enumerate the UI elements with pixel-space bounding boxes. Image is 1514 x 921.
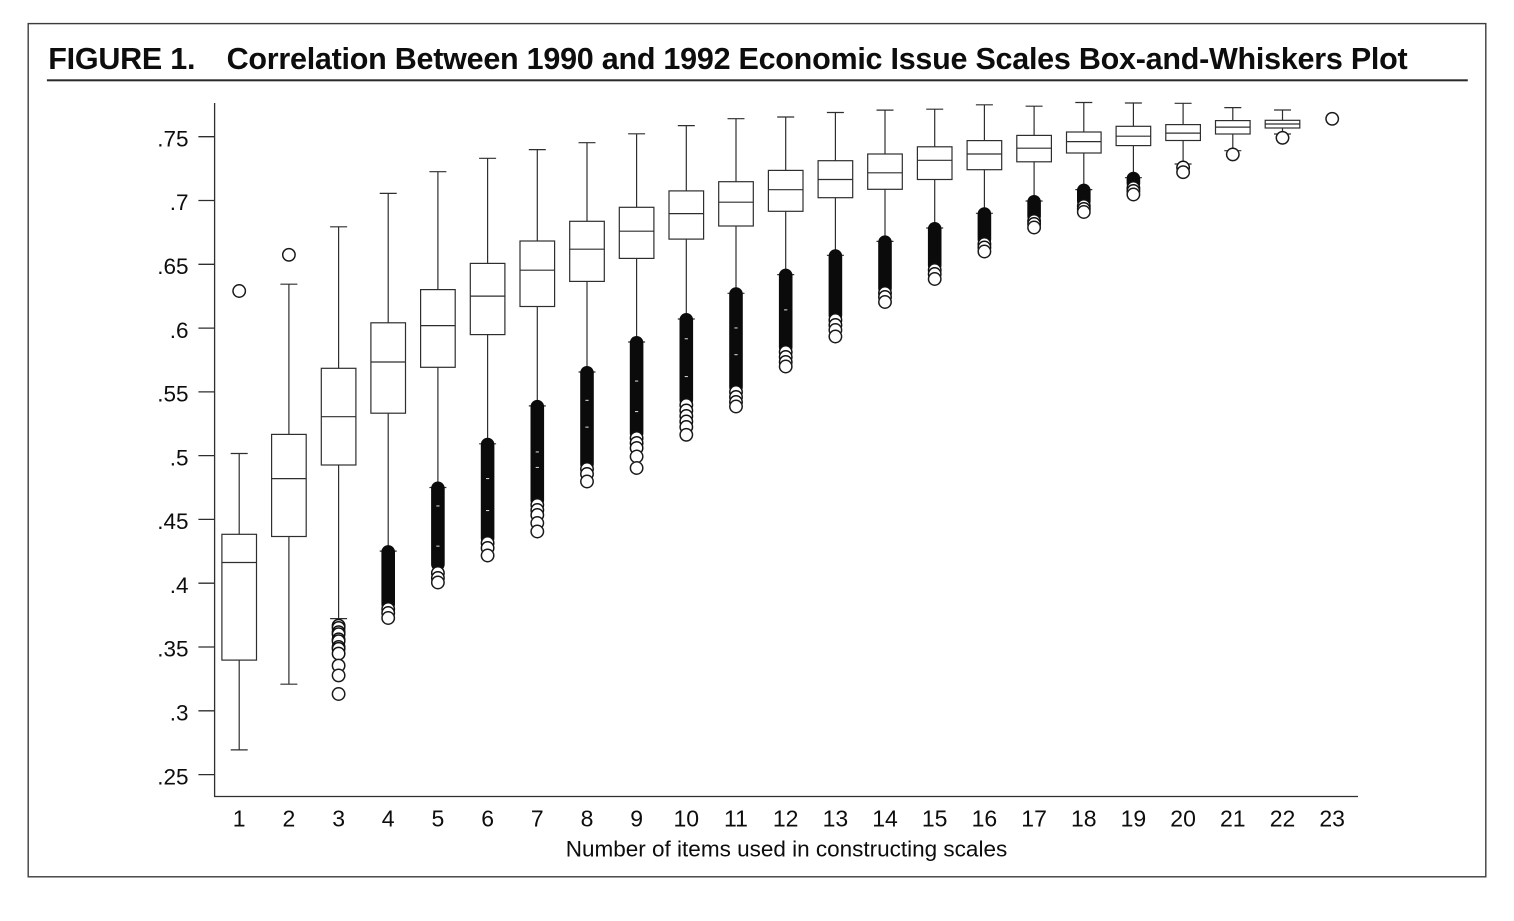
svg-text:19: 19: [1121, 806, 1147, 832]
svg-text:13: 13: [823, 806, 849, 832]
svg-text:22: 22: [1270, 806, 1296, 832]
svg-text:10: 10: [674, 806, 700, 832]
svg-text:.3: .3: [170, 701, 189, 726]
svg-text:5: 5: [432, 806, 445, 832]
svg-text:16: 16: [972, 806, 998, 832]
svg-text:.6: .6: [170, 318, 189, 343]
svg-text:11: 11: [724, 806, 748, 832]
svg-text:.75: .75: [157, 126, 188, 151]
svg-text:.55: .55: [157, 382, 188, 407]
svg-text:20: 20: [1170, 806, 1196, 832]
svg-text:Correlation Between 1990 and 1: Correlation Between 1990 and 1992 Econom…: [227, 42, 1408, 76]
svg-text:9: 9: [630, 806, 643, 832]
svg-text:.65: .65: [157, 254, 188, 279]
svg-text:7: 7: [531, 806, 544, 832]
svg-text:18: 18: [1071, 806, 1097, 832]
svg-text:6: 6: [481, 806, 494, 832]
svg-text:8: 8: [581, 806, 594, 832]
svg-text:.35: .35: [157, 637, 188, 662]
svg-text:14: 14: [872, 806, 898, 832]
svg-text:.4: .4: [170, 573, 189, 598]
svg-text:17: 17: [1021, 806, 1047, 832]
svg-text:3: 3: [332, 806, 345, 832]
svg-text:23: 23: [1319, 806, 1345, 832]
svg-text:FIGURE 1.: FIGURE 1.: [48, 42, 195, 76]
svg-text:1: 1: [233, 806, 246, 832]
svg-text:12: 12: [773, 806, 799, 832]
svg-text:21: 21: [1220, 806, 1246, 832]
svg-text:2: 2: [283, 806, 296, 832]
svg-text:15: 15: [922, 806, 948, 832]
svg-text:Number of items used in constr: Number of items used in constructing sca…: [566, 837, 1007, 862]
svg-text:.25: .25: [157, 764, 188, 789]
svg-text:.5: .5: [170, 445, 189, 470]
svg-text:.7: .7: [170, 190, 189, 215]
svg-text:4: 4: [382, 806, 395, 832]
svg-text:.45: .45: [157, 509, 188, 534]
